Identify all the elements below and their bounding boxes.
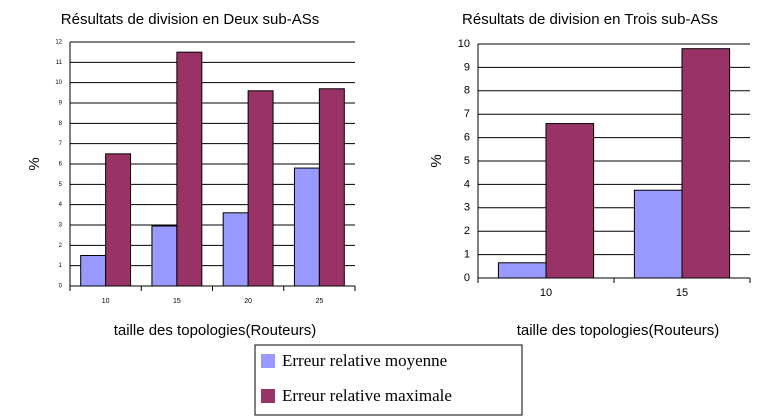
bar bbox=[633, 189, 683, 279]
y-tick-label: 3 bbox=[59, 223, 63, 229]
x-axis-label: taille des topologies(Routeurs) bbox=[517, 322, 720, 339]
chart-title: Résultats de division en Deux sub-ASs bbox=[61, 11, 319, 28]
y-tick-label: 6 bbox=[464, 132, 470, 144]
x-tick-label: 10 bbox=[102, 298, 110, 305]
x-tick-label: 20 bbox=[244, 298, 252, 305]
y-tick-label: 4 bbox=[59, 202, 63, 208]
bar bbox=[681, 48, 731, 279]
bar bbox=[222, 212, 249, 287]
y-tick-label: 10 bbox=[458, 38, 470, 50]
legend-swatch bbox=[261, 354, 275, 368]
y-tick-label: 5 bbox=[59, 182, 63, 188]
y-tick-label: 0 bbox=[59, 284, 63, 290]
bar bbox=[176, 51, 203, 287]
y-tick-label: 1 bbox=[464, 249, 470, 261]
bar bbox=[247, 90, 274, 287]
x-tick-label: 25 bbox=[315, 298, 323, 305]
y-tick-label: 8 bbox=[59, 121, 63, 127]
chart-title: Résultats de division en Trois sub-ASs bbox=[462, 11, 718, 28]
legend-label: Erreur relative moyenne bbox=[282, 351, 447, 370]
bar bbox=[293, 167, 320, 287]
y-axis-label: % bbox=[428, 154, 445, 167]
y-tick-label: 12 bbox=[55, 40, 62, 46]
y-tick-label: 2 bbox=[59, 243, 63, 249]
legend-label: Erreur relative maximale bbox=[282, 386, 452, 405]
bar bbox=[545, 123, 595, 279]
y-tick-label: 8 bbox=[464, 85, 470, 97]
y-tick-label: 9 bbox=[59, 101, 63, 107]
y-tick-label: 5 bbox=[464, 155, 470, 167]
y-tick-label: 0 bbox=[464, 272, 470, 284]
bar bbox=[105, 153, 132, 287]
bar bbox=[151, 225, 178, 287]
y-axis-label: % bbox=[26, 157, 43, 170]
x-tick-label: 10 bbox=[540, 287, 552, 299]
bar bbox=[497, 262, 547, 279]
y-tick-label: 6 bbox=[59, 162, 63, 168]
y-tick-label: 10 bbox=[55, 80, 62, 86]
legend-box bbox=[254, 344, 523, 416]
bar bbox=[318, 88, 345, 287]
y-tick-label: 7 bbox=[59, 141, 63, 147]
y-tick-label: 2 bbox=[464, 225, 470, 237]
y-tick-label: 1 bbox=[59, 263, 63, 269]
y-tick-label: 9 bbox=[464, 61, 470, 73]
y-tick-label: 11 bbox=[56, 60, 63, 66]
x-tick-label: 15 bbox=[173, 298, 181, 305]
bar bbox=[80, 255, 107, 287]
legend-swatch bbox=[261, 389, 275, 403]
y-tick-label: 4 bbox=[464, 178, 470, 190]
x-axis-label: taille des topologies(Routeurs) bbox=[114, 322, 317, 339]
x-tick-label: 15 bbox=[676, 287, 688, 299]
y-tick-label: 3 bbox=[464, 202, 470, 214]
y-tick-label: 7 bbox=[464, 108, 470, 120]
